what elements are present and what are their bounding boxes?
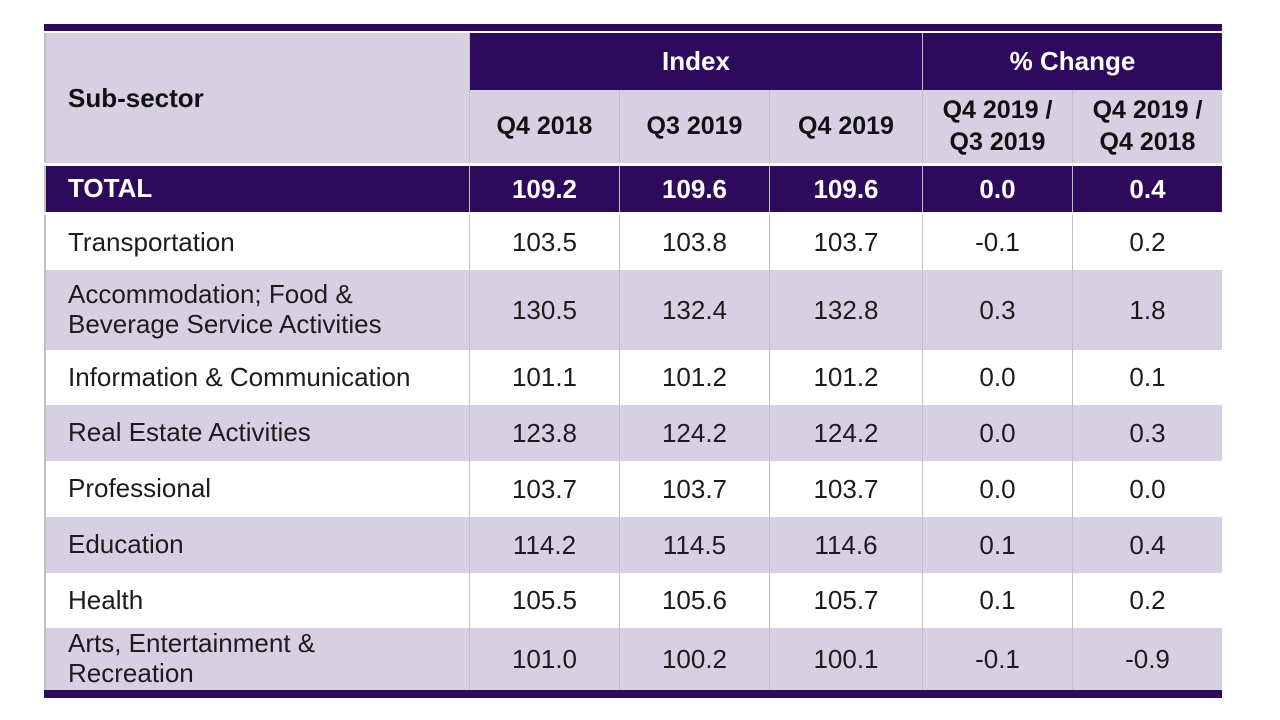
column-header-q4-2019-q3-2019: Q4 2019 / Q3 2019 [922,90,1072,163]
cell-q3-2019: 100.2 [619,628,769,690]
cell-change-yoy: 1.8 [1072,270,1222,350]
cell-q3-2019: 105.6 [619,573,769,628]
table-row-education: Education 114.2 114.5 114.6 0.1 0.4 [44,517,1222,573]
cell-change-yoy: 0.0 [1072,461,1222,517]
cell-change-qoq: 0.0 [922,405,1072,461]
cell-q4-2019: 101.2 [769,350,922,405]
table-bottom-border [44,690,1222,698]
total-row-label: TOTAL [68,173,153,204]
row-label: Education [68,529,184,560]
table-top-border [44,24,1222,31]
cell-q3-2019: 101.2 [619,350,769,405]
table-row-accommodation-food: Accommodation; Food & Beverage Service A… [44,270,1222,350]
cell-q4-2018: 101.0 [469,628,619,690]
table-row-professional: Professional 103.7 103.7 103.7 0.0 0.0 [44,461,1222,517]
cell-q4-2019: 100.1 [769,628,922,690]
row-label: Health [68,584,144,615]
cell-q4-2019: 103.7 [769,461,922,517]
cell-q3-2019: 114.5 [619,517,769,573]
column-header-q4-2019-q4-2018: Q4 2019 / Q4 2018 [1072,90,1222,163]
group-header-index: Index [469,33,922,90]
cell-q3-2019: 132.4 [619,270,769,350]
cell-q3-2019: 103.8 [619,215,769,270]
cell-change-qoq: 0.1 [922,517,1072,573]
cell-change-yoy: -0.9 [1072,628,1222,690]
cell-q4-2018: 105.5 [469,573,619,628]
table-row-arts-entertainment: Arts, Entertainment & Recreation 101.0 1… [44,628,1222,690]
cell-change-yoy: 0.3 [1072,405,1222,461]
cell-q4-2019: 132.8 [769,270,922,350]
cell-change-yoy: 0.4 [1072,517,1222,573]
cell-q4-2019: 124.2 [769,405,922,461]
cell-q4-2018: 101.1 [469,350,619,405]
row-label: Arts, Entertainment & Recreation [68,628,316,688]
cell-q3-2019: 124.2 [619,405,769,461]
table-row-real-estate: Real Estate Activities 123.8 124.2 124.2… [44,405,1222,461]
table-header: Sub-sector Index % Change Q4 2018 Q3 201… [44,33,1222,163]
total-q4-2018: 109.2 [469,166,619,212]
row-label: Accommodation; Food & Beverage Service A… [68,279,382,339]
cell-q4-2018: 114.2 [469,517,619,573]
table-row-health: Health 105.5 105.6 105.7 0.1 0.2 [44,573,1222,628]
cell-q4-2019: 105.7 [769,573,922,628]
row-label: Transportation [68,226,235,257]
cell-q4-2018: 130.5 [469,270,619,350]
total-change-yoy: 0.4 [1072,166,1222,212]
total-q3-2019: 109.6 [619,166,769,212]
subsector-index-table: Sub-sector Index % Change Q4 2018 Q3 201… [44,24,1222,698]
cell-q4-2018: 123.8 [469,405,619,461]
total-q4-2019: 109.6 [769,166,922,212]
column-header-q3-2019: Q3 2019 [619,90,769,163]
cell-q4-2019: 114.6 [769,517,922,573]
row-label: Real Estate Activities [68,417,311,448]
cell-change-qoq: -0.1 [922,215,1072,270]
total-row: TOTAL 109.2 109.6 109.6 0.0 0.4 [44,166,1222,212]
cell-change-qoq: 0.0 [922,350,1072,405]
cell-q4-2018: 103.7 [469,461,619,517]
column-header-q4-2019: Q4 2019 [769,90,922,163]
group-header-pct-change: % Change [922,33,1222,90]
row-label: Information & Communication [68,361,411,392]
cell-change-yoy: 0.1 [1072,350,1222,405]
corner-header-subsector: Sub-sector [46,33,469,163]
cell-q4-2019: 103.7 [769,215,922,270]
cell-change-yoy: 0.2 [1072,215,1222,270]
table-body: Transportation 103.5 103.8 103.7 -0.1 0.… [44,215,1222,690]
table-row-information-communication: Information & Communication 101.1 101.2 … [44,350,1222,405]
table-row-transportation: Transportation 103.5 103.8 103.7 -0.1 0.… [44,215,1222,270]
cell-change-qoq: 0.0 [922,461,1072,517]
row-label: Professional [68,473,212,504]
cell-change-qoq: -0.1 [922,628,1072,690]
cell-change-qoq: 0.1 [922,573,1072,628]
cell-change-yoy: 0.2 [1072,573,1222,628]
total-change-qoq: 0.0 [922,166,1072,212]
cell-change-qoq: 0.3 [922,270,1072,350]
cell-q4-2018: 103.5 [469,215,619,270]
cell-q3-2019: 103.7 [619,461,769,517]
column-header-q4-2018: Q4 2018 [469,90,619,163]
